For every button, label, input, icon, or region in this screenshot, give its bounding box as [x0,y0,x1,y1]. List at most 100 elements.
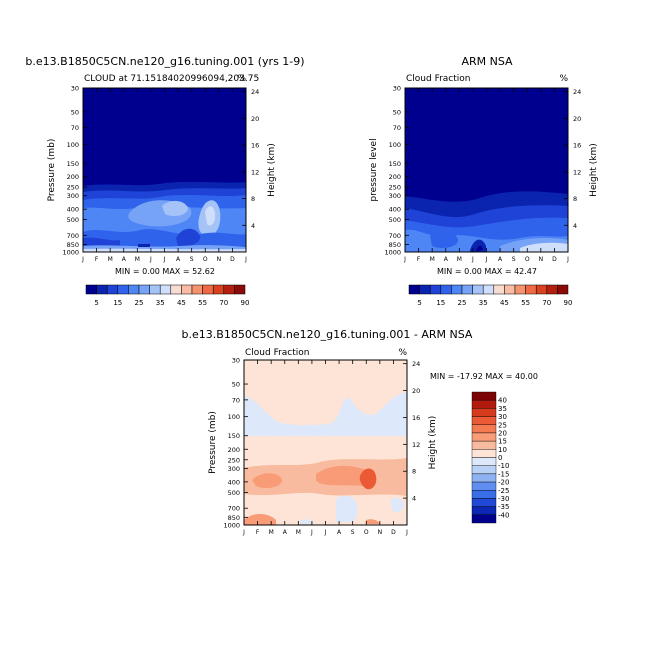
y-right-tick-label: 20 [251,115,259,123]
colorbar-swatch [471,473,497,483]
panel-model-units: % [237,74,246,84]
y-tick-label: 300 [389,192,401,200]
colorbar-swatch [128,284,140,295]
colorbar-label: -30 [498,495,509,503]
colorbar-label: 40 [498,397,507,405]
colorbar-swatch [212,284,225,295]
colorbar-swatch [202,284,214,295]
panel-diff-title: b.e13.B1850C5CN.ne120_g16.tuning.001 - A… [182,328,473,341]
y-tick-label: 70 [393,124,401,132]
colorbar-label: 45 [177,299,186,307]
x-tick-label: N [539,256,544,263]
colorbar-swatch [471,506,497,516]
y-tick-label: 100 [67,141,79,149]
x-tick-label: F [95,256,99,263]
colorbar-label: 5 [417,299,421,307]
colorbar-label: 15 [113,299,122,307]
colorbar-label: 90 [564,299,573,307]
y-right-tick-label: 24 [251,88,259,96]
colorbar-swatch [159,284,172,295]
panel-diff-units: % [398,348,407,358]
x-tick-label: A [283,529,288,536]
y-tick-label: 400 [228,478,240,486]
y-right-tick-label: 24 [573,88,581,96]
panel-diff-stats: MIN = -17.92 MAX = 40.00 [430,372,538,381]
x-tick-label: J [324,529,327,536]
y-axis-title: pressure level [369,138,379,201]
panel-model-field [83,88,246,252]
colorbar-label: 5 [94,299,98,307]
colorbar-swatch [149,284,161,295]
x-tick-label: S [512,256,516,263]
panel-obs-subtitle: Cloud Fraction [406,74,471,84]
y-tick-label: 100 [228,413,240,421]
panel-diff: b.e13.B1850C5CN.ne120_g16.tuning.001 - A… [182,328,538,536]
panel-diff-subtitle: Cloud Fraction [245,348,310,358]
y-tick-label: 300 [228,465,240,473]
y-right-tick-label: 4 [412,495,416,503]
colorbar-swatch [170,284,182,295]
x-tick-label: J [471,256,474,263]
colorbar-label: -25 [498,487,509,495]
y-tick-label: 850 [228,514,240,522]
x-tick-label: O [525,256,530,263]
colorbar-label: 30 [498,413,507,421]
x-tick-label: J [403,256,406,263]
y-tick-label: 1000 [384,249,401,257]
colorbar-label: 55 [521,299,530,307]
x-tick-label: O [364,529,369,536]
colorbar-label: 35 [498,405,507,413]
x-tick-label: M [108,256,113,263]
colorbar-swatch [471,490,497,499]
colorbar-label: 0 [498,454,502,462]
y-axis-title: Pressure (mb) [208,411,218,474]
colorbar-swatch [471,514,497,524]
x-tick-label: J [163,256,166,263]
colorbar-label: 25 [498,421,507,429]
panel-model-title: b.e13.B1850C5CN.ne120_g16.tuning.001 (yr… [25,55,304,68]
colorbar-swatch [471,432,497,442]
colorbar-label: 45 [500,299,509,307]
colorbar-swatch [504,284,516,295]
y-tick-label: 400 [67,206,79,214]
colorbar-swatch [181,284,193,295]
panel-obs-field [405,88,568,252]
x-tick-label: D [230,256,235,263]
y-tick-label: 100 [389,141,401,149]
colorbar-swatch [472,284,484,295]
x-tick-label: M [430,256,435,263]
colorbar-swatch [223,284,235,295]
x-tick-label: S [351,529,355,536]
colorbar-swatch [514,284,526,295]
colorbar-swatch [482,284,495,295]
colorbar-label: -15 [498,470,509,478]
x-tick-label: A [498,256,503,263]
y-right-tick-label: 8 [412,468,416,476]
colorbar-swatch [471,416,497,425]
colorbar-model: 5 15 25 35 45 55 70 90 [85,284,249,307]
colorbar-swatch [471,408,497,417]
colorbar-swatch [546,284,558,295]
colorbar-label: -40 [498,511,509,519]
colorbar-swatch [471,440,497,450]
x-tick-label: J [485,256,488,263]
y-tick-label: 500 [67,216,79,224]
colorbar-label: 35 [156,299,165,307]
y-tick-label: 30 [71,85,79,93]
colorbar-swatch [493,284,505,295]
y-right-tick-label: 8 [573,195,577,203]
colorbar-swatch [557,284,569,295]
y-tick-label: 250 [389,184,401,192]
colorbar-swatch [96,284,108,295]
x-tick-label: D [552,256,557,263]
y-right-axis-title: Height (km) [267,143,277,197]
colorbar-swatch [471,391,497,401]
y-tick-label: 30 [393,85,401,93]
x-tick-label: J [244,256,247,263]
colorbar-swatch [234,284,246,295]
colorbar-swatch [85,284,97,295]
x-tick-label: J [149,256,152,263]
